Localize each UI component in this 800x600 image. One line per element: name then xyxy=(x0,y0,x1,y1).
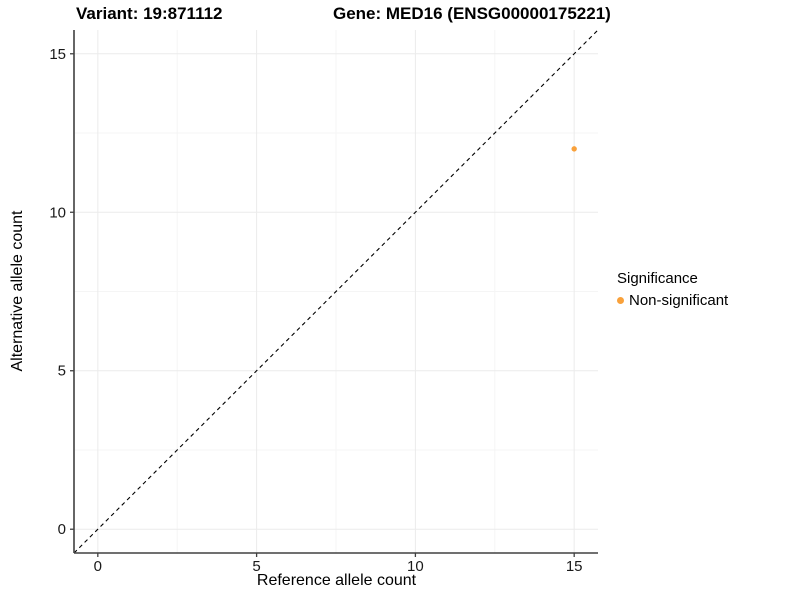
y-tick-label: 5 xyxy=(58,363,66,380)
y-tick-label: 15 xyxy=(49,46,66,63)
x-axis-title: Reference allele count xyxy=(256,572,417,589)
identity-line xyxy=(73,29,599,554)
y-axis-title: Alternative allele count xyxy=(9,210,26,372)
x-tick-label: 0 xyxy=(94,558,102,575)
legend: Significance Non-significant xyxy=(617,270,728,309)
legend-swatch-dot xyxy=(617,297,624,304)
x-tick-label: 5 xyxy=(252,558,260,575)
legend-title: Significance xyxy=(617,270,698,287)
legend-item: Non-significant xyxy=(617,292,728,309)
x-tick-label: 10 xyxy=(407,558,424,575)
legend-item-label: Non-significant xyxy=(629,292,729,309)
data-point xyxy=(571,146,577,152)
x-tick-label: 15 xyxy=(566,558,583,575)
plot-title-gene: Gene: MED16 (ENSG00000175221) xyxy=(333,4,611,23)
y-tick-label: 0 xyxy=(58,521,66,538)
plot-title-variant: Variant: 19:871112 xyxy=(76,4,223,23)
y-tick-label: 10 xyxy=(49,204,66,221)
